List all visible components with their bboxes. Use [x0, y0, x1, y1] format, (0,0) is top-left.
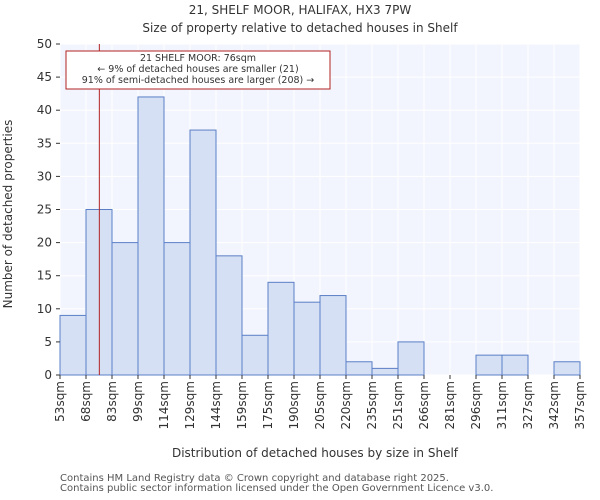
footer-line-1: Contains HM Land Registry data © Crown c…	[60, 473, 449, 484]
bar	[241, 334, 269, 376]
bar	[293, 301, 321, 376]
x-tick-label: 357sqm	[573, 381, 587, 429]
annotation-border	[65, 50, 331, 90]
x-tick-label: 235sqm	[365, 381, 379, 429]
bar	[345, 361, 373, 376]
bar	[189, 129, 217, 376]
x-tick-label: 190sqm	[287, 381, 301, 429]
y-axis: 0 5 10 15 20 25 30 35 40 45 50	[37, 37, 60, 382]
y-tick-label: 5	[44, 335, 52, 349]
y-tick-label: 40	[37, 103, 52, 117]
x-axis-label: Distribution of detached houses by size …	[172, 446, 459, 460]
bar	[59, 314, 87, 376]
x-tick-label: 327sqm	[521, 381, 535, 429]
x-tick-label: 129sqm	[183, 381, 197, 429]
x-tick-label: 311sqm	[495, 381, 509, 429]
x-tick-label: 114sqm	[157, 381, 171, 429]
annotation-line-3: 91% of semi-detached houses are larger (…	[82, 75, 315, 86]
x-tick-label: 83sqm	[105, 381, 119, 422]
bar	[163, 242, 191, 376]
y-tick-label: 45	[37, 70, 52, 84]
chart-title: 21, SHELF MOOR, HALIFAX, HX3 7PW	[189, 3, 412, 17]
bar	[137, 96, 165, 376]
x-tick-label: 296sqm	[469, 381, 483, 429]
y-tick-label: 35	[37, 136, 52, 150]
y-tick-label: 30	[37, 169, 52, 183]
x-tick-label: 220sqm	[339, 381, 353, 429]
bar	[475, 354, 503, 376]
bar	[501, 354, 529, 376]
x-tick-label: 205sqm	[313, 381, 327, 429]
bar	[553, 361, 581, 376]
bar	[397, 341, 425, 376]
chart-subtitle: Size of property relative to detached ho…	[142, 21, 458, 35]
bar	[319, 295, 347, 376]
y-tick-label: 25	[37, 203, 52, 217]
x-tick-label: 251sqm	[391, 381, 405, 429]
bar	[215, 255, 243, 376]
annotation-box: 21 SHELF MOOR: 76sqm ← 9% of detached ho…	[65, 50, 331, 90]
x-tick-label: 342sqm	[547, 381, 561, 429]
y-tick-label: 20	[37, 236, 52, 250]
x-tick-label: 281sqm	[443, 381, 457, 429]
x-tick-label: 144sqm	[209, 381, 223, 429]
x-tick-label: 175sqm	[261, 381, 275, 429]
x-tick-label: 53sqm	[53, 381, 67, 422]
annotation-line-1: 21 SHELF MOOR: 76sqm	[140, 53, 256, 64]
bars	[59, 96, 581, 376]
y-tick-label: 50	[37, 37, 52, 51]
y-axis-label: Number of detached properties	[1, 120, 15, 309]
x-tick-label: 68sqm	[79, 381, 93, 422]
footer-line-2: Contains public sector information licen…	[60, 483, 494, 494]
y-tick-label: 0	[44, 368, 52, 382]
bar	[371, 367, 399, 376]
bar	[267, 281, 295, 376]
x-tick-label: 266sqm	[417, 381, 431, 429]
x-axis: 53sqm 68sqm 83sqm 99sqm 114sqm 129sqm 144sqm 15…	[53, 375, 587, 429]
bar	[111, 242, 139, 376]
x-tick-label: 99sqm	[131, 381, 145, 422]
annotation-line-2: ← 9% of detached houses are smaller (21)	[97, 64, 298, 75]
x-tick-label: 159sqm	[235, 381, 249, 429]
y-tick-label: 15	[37, 269, 52, 283]
y-tick-label: 10	[37, 302, 52, 316]
